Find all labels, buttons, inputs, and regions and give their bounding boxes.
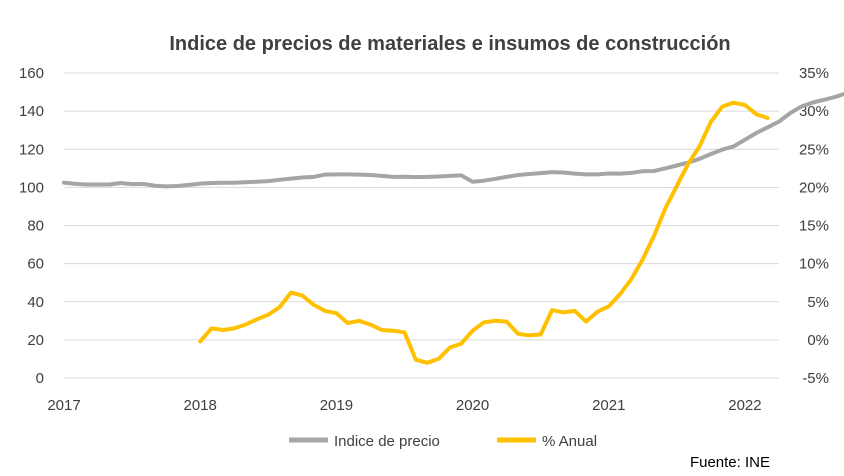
x-tick-label: 2018	[184, 397, 217, 414]
y-left-tick-label: 100	[19, 179, 44, 196]
y-left-tick-label: 120	[19, 141, 44, 158]
legend: Indice de precio % Anual	[289, 433, 597, 450]
gridlines	[64, 72, 779, 341]
y-left-tick-label: 20	[27, 332, 44, 349]
x-tick-label: 2021	[592, 397, 625, 414]
y-right-tick-label: 35%	[799, 65, 829, 82]
y-left-tick-label: 80	[27, 218, 44, 235]
x-tick-label: 2020	[456, 397, 489, 414]
y-right-tick-label: 30%	[799, 103, 829, 120]
y-right-tick-label: 15%	[799, 218, 829, 235]
y-left-tick-label: 0	[36, 370, 44, 387]
y-right-tick-label: -5%	[802, 370, 829, 387]
legend-label-pct-anual: % Anual	[542, 433, 597, 450]
y-right-tick-label: 5%	[807, 294, 829, 311]
y-right-tick-label: 20%	[799, 179, 829, 196]
series-lines	[62, 91, 844, 365]
series-line-indice-de-precio	[62, 91, 844, 189]
y-right-tick-label: 25%	[799, 141, 829, 158]
x-tick-label: 2019	[320, 397, 353, 414]
y-right-tick-label: 0%	[807, 332, 829, 349]
axes: 0 20 40 60 80 100 120 140 160 -5% 0% 5% 10% 15% 20% 25%…	[19, 65, 829, 414]
y-right-tick-label: 10%	[799, 256, 829, 273]
y-left-tick-label: 60	[27, 256, 44, 273]
chart-title: Indice de precios de materiales e insumo…	[169, 33, 730, 55]
y-left-tick-label: 160	[19, 65, 44, 82]
y-left-tick-label: 140	[19, 103, 44, 120]
series-line-pct-anual	[198, 100, 770, 365]
x-tick-label: 2022	[728, 397, 761, 414]
x-tick-label: 2017	[47, 397, 80, 414]
source-note: Fuente: INE	[690, 454, 770, 471]
y-left-tick-label: 40	[27, 294, 44, 311]
legend-label-indice-de-precio: Indice de precio	[334, 433, 440, 450]
